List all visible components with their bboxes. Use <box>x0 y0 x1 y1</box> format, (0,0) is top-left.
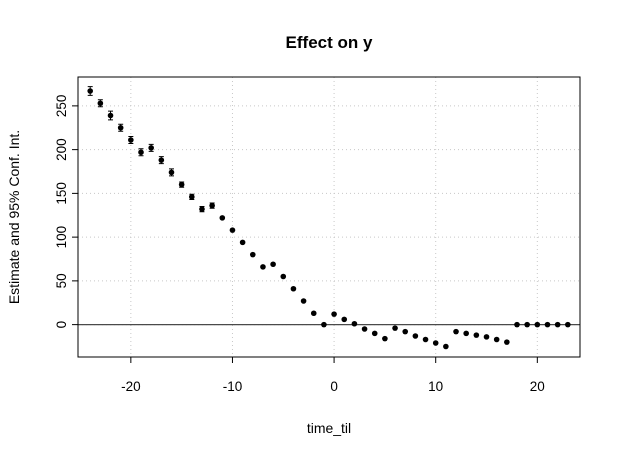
y-tick-label: 200 <box>54 138 69 161</box>
y-tick-label: 50 <box>54 273 69 288</box>
data-point <box>514 321 520 328</box>
data-point <box>260 264 266 270</box>
data-point <box>128 137 134 143</box>
data-point <box>199 206 205 212</box>
data-point <box>270 261 276 268</box>
data-point <box>148 145 154 151</box>
data-point <box>392 325 398 331</box>
x-tick-label: 20 <box>530 379 545 394</box>
data-point <box>290 285 297 292</box>
data-point <box>219 215 226 221</box>
data-point <box>483 334 490 340</box>
data-point <box>544 321 551 328</box>
data-point <box>178 181 185 188</box>
data-point <box>554 321 561 328</box>
data-point <box>412 333 419 339</box>
data-point <box>249 251 256 258</box>
data-point <box>565 321 571 328</box>
data-point <box>97 100 104 107</box>
data-point <box>504 339 510 345</box>
data-point <box>361 326 368 332</box>
data-point <box>493 336 500 343</box>
y-axis-label: Estimate and 95% Conf. Int. <box>6 130 22 304</box>
data-point <box>453 328 459 335</box>
data-point <box>138 149 144 156</box>
data-point <box>351 320 358 327</box>
data-point <box>158 157 165 163</box>
data-point <box>300 298 307 304</box>
data-point <box>382 335 388 342</box>
y-tick-label: 0 <box>54 321 69 329</box>
data-point <box>402 328 409 335</box>
y-tick-label: 100 <box>54 226 69 249</box>
data-point <box>239 239 246 246</box>
y-tick-label: 250 <box>54 95 69 118</box>
data-point <box>209 202 215 209</box>
data-point <box>443 343 449 350</box>
x-tick-label: 0 <box>330 379 338 394</box>
data-point <box>117 124 124 131</box>
x-axis-label: time_til <box>307 420 351 436</box>
data-point <box>473 332 480 338</box>
grid <box>78 77 580 357</box>
data-point <box>371 330 378 337</box>
data-point <box>87 88 93 94</box>
data-point <box>534 321 541 328</box>
x-tick-label: 10 <box>428 379 443 394</box>
data-point <box>107 112 114 119</box>
data-point <box>321 321 327 328</box>
data-point <box>189 194 195 200</box>
data-point <box>310 310 317 317</box>
data-point <box>168 169 175 176</box>
plot-frame <box>77 76 581 358</box>
data-point <box>280 273 287 280</box>
data-point <box>463 330 469 337</box>
data-point <box>432 340 439 346</box>
data-point <box>341 316 348 323</box>
y-tick-label: 150 <box>54 182 69 205</box>
data-point <box>422 336 429 343</box>
x-tick-label: -20 <box>121 379 141 394</box>
x-tick-label: -10 <box>223 379 243 394</box>
data-point <box>229 227 236 233</box>
data-point <box>331 311 337 317</box>
chart-title: Effect on y <box>286 33 373 52</box>
data-point <box>524 321 530 328</box>
data-points <box>87 88 571 350</box>
